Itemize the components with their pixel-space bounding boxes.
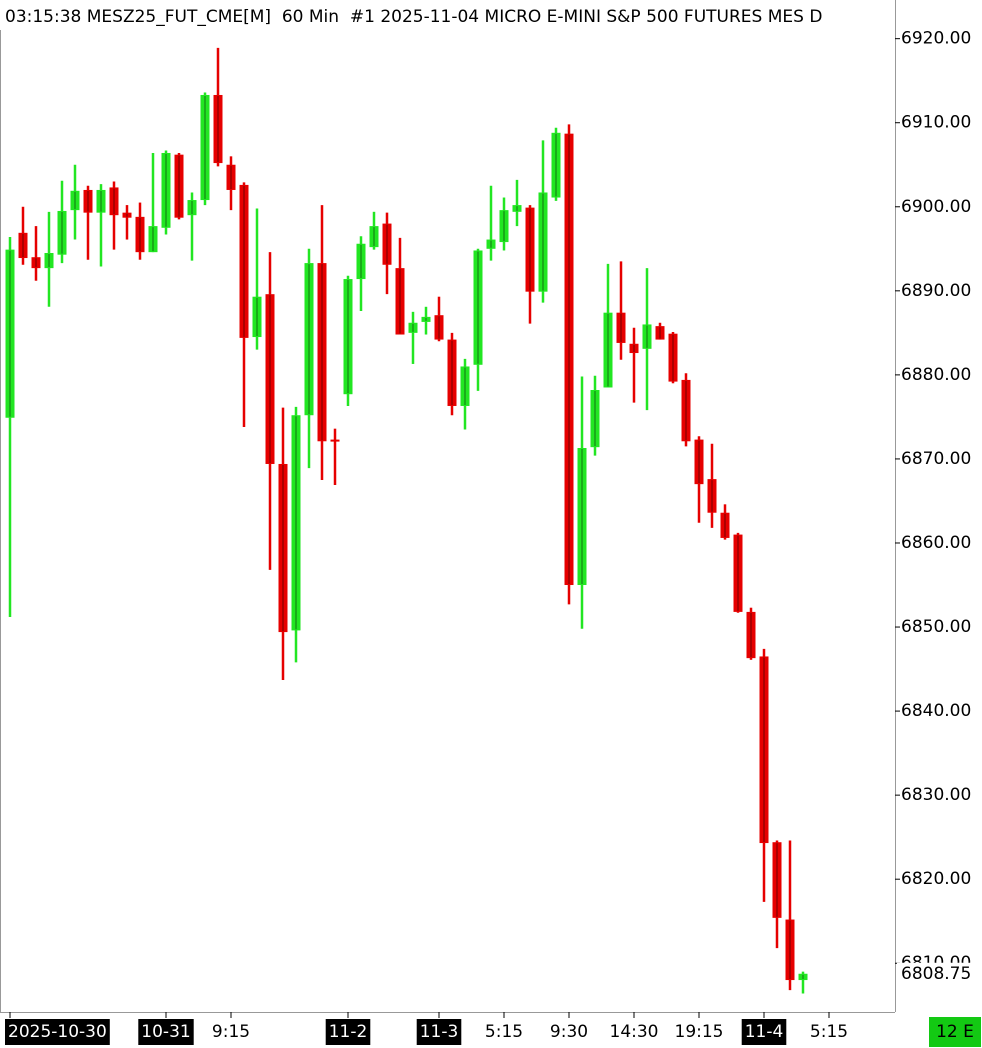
x-date-box bbox=[741, 1019, 787, 1045]
plot bbox=[5, 47, 808, 994]
x-tick-label: 11-2 bbox=[329, 1022, 368, 1042]
chart-title: 03:15:38 MESZ25_FUT_CME[M] 60 Min #1 202… bbox=[5, 7, 822, 27]
last-price-label: 6808.75 bbox=[901, 964, 971, 984]
y-tick-label: 6890.00 bbox=[901, 281, 971, 301]
y-tick-label: 6870.00 bbox=[901, 449, 971, 469]
y-tick-label: 6860.00 bbox=[901, 533, 971, 553]
x-date-box bbox=[5, 1019, 110, 1045]
y-tick-label: 6820.00 bbox=[901, 869, 971, 889]
y-tick-label: 6880.00 bbox=[901, 365, 971, 385]
y-tick-label: 6830.00 bbox=[901, 785, 971, 805]
y-tick-label: 6900.00 bbox=[901, 197, 971, 217]
x-tick-label: 5:15 bbox=[810, 1022, 848, 1042]
x-tick-label: 9:30 bbox=[550, 1022, 588, 1042]
x-tick-label: 11-4 bbox=[745, 1022, 784, 1042]
y-tick-label: 6920.00 bbox=[901, 29, 971, 49]
x-date-box bbox=[416, 1019, 462, 1045]
title-background bbox=[0, 0, 894, 30]
status-label: 12 E bbox=[936, 1022, 974, 1042]
title-clip: 03:15:38 MESZ25_FUT_CME[M] 60 Min #1 202… bbox=[5, 7, 822, 27]
x-tick-label: 14:30 bbox=[610, 1022, 659, 1042]
x-tick-label: 2025-10-30 bbox=[8, 1022, 107, 1042]
y-tick-label: 6840.00 bbox=[901, 701, 971, 721]
status-box bbox=[929, 1017, 981, 1047]
x-tick-label: 9:15 bbox=[212, 1022, 250, 1042]
x-tick-label: 5:15 bbox=[485, 1022, 523, 1042]
y-tick-label: 6850.00 bbox=[901, 617, 971, 637]
candle-body bbox=[330, 439, 340, 442]
x-tick-label: 11-3 bbox=[420, 1022, 459, 1042]
x-tick-label: 10-31 bbox=[141, 1022, 190, 1042]
x-date-box bbox=[325, 1019, 371, 1045]
x-tick-label: 19:15 bbox=[675, 1022, 724, 1042]
last-price-box bbox=[897, 962, 982, 985]
y-tick-label: 6910.00 bbox=[901, 113, 971, 133]
axes: 6920.00 6910.00 6900.00 6890.00 6880.00 6870.… bbox=[5, 29, 982, 1047]
x-date-box bbox=[138, 1019, 194, 1045]
